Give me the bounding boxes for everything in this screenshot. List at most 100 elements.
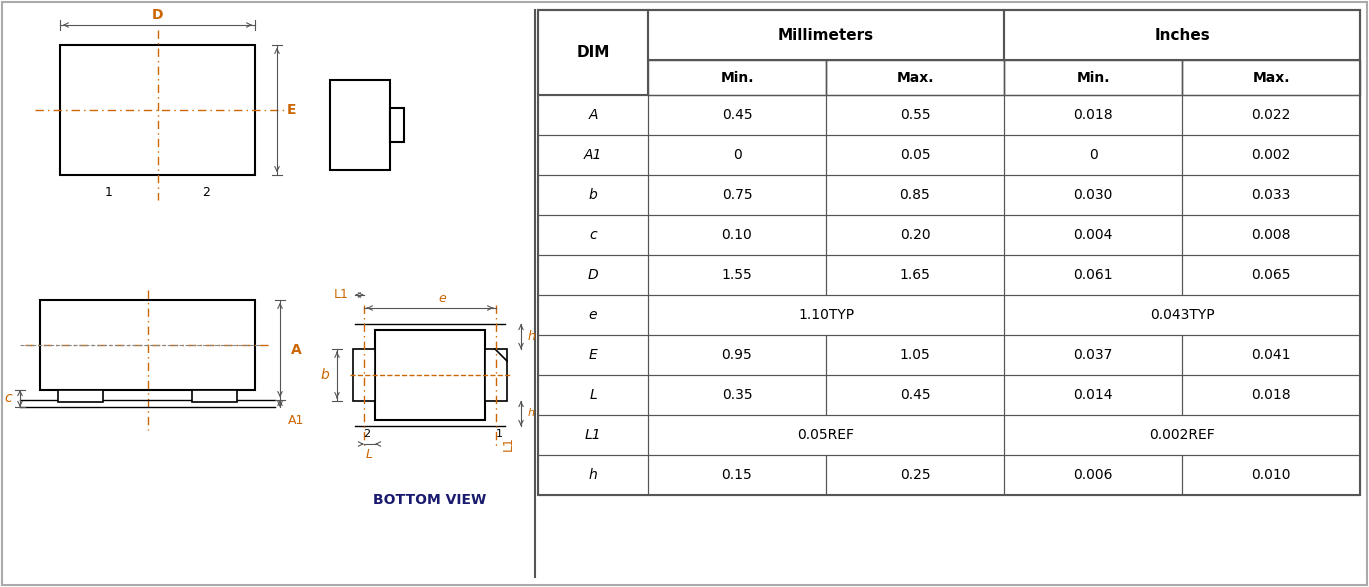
Bar <box>1003 60 1181 95</box>
Bar <box>826 375 1003 415</box>
Bar <box>538 335 1359 375</box>
Bar <box>538 455 1359 495</box>
Bar <box>538 215 648 255</box>
Text: A1: A1 <box>583 148 602 162</box>
Text: h: h <box>528 330 535 343</box>
Text: L1: L1 <box>501 437 515 451</box>
Bar <box>538 135 648 175</box>
Text: E: E <box>287 103 297 117</box>
Text: 0.55: 0.55 <box>899 108 931 122</box>
Text: 0.006: 0.006 <box>1073 468 1113 482</box>
Text: DIM: DIM <box>576 45 609 60</box>
Text: 0.85: 0.85 <box>899 188 931 202</box>
Text: 0.05REF: 0.05REF <box>798 428 854 442</box>
Text: 0.20: 0.20 <box>899 228 931 242</box>
Bar <box>648 60 1359 95</box>
Bar <box>353 349 375 401</box>
Bar <box>648 135 826 175</box>
Bar <box>485 349 507 401</box>
Bar <box>538 135 1359 175</box>
Text: L: L <box>366 448 372 461</box>
Bar <box>538 255 648 295</box>
Text: 2: 2 <box>203 187 211 200</box>
Bar <box>1181 335 1359 375</box>
Bar <box>1003 175 1181 215</box>
Bar <box>1181 375 1359 415</box>
Bar <box>826 175 1003 215</box>
Bar <box>1181 255 1359 295</box>
Bar <box>538 175 1359 215</box>
Bar <box>1003 215 1181 255</box>
Bar <box>648 455 826 495</box>
Bar <box>648 295 1003 335</box>
Text: e: e <box>438 292 446 305</box>
Bar <box>60 45 255 175</box>
Bar <box>648 215 826 255</box>
Bar <box>648 335 826 375</box>
Bar <box>1003 295 1359 335</box>
Bar <box>330 80 390 170</box>
Text: 0.25: 0.25 <box>899 468 931 482</box>
Text: Min.: Min. <box>720 70 754 85</box>
Bar <box>538 375 648 415</box>
Text: Millimeters: Millimeters <box>778 28 873 42</box>
Bar <box>648 255 826 295</box>
Text: 1.55: 1.55 <box>721 268 753 282</box>
Bar <box>1003 10 1359 60</box>
Bar <box>1181 95 1359 135</box>
Bar <box>538 10 1359 60</box>
Text: 0.05: 0.05 <box>899 148 931 162</box>
Bar <box>1003 95 1181 135</box>
Bar <box>826 215 1003 255</box>
Text: Max.: Max. <box>1253 70 1290 85</box>
Text: Min.: Min. <box>1076 70 1110 85</box>
Text: c: c <box>4 392 12 406</box>
Bar <box>1181 135 1359 175</box>
Bar <box>1003 455 1181 495</box>
Text: 0.004: 0.004 <box>1073 228 1113 242</box>
Text: 0.75: 0.75 <box>721 188 753 202</box>
Text: 0.018: 0.018 <box>1073 108 1113 122</box>
Text: 0.022: 0.022 <box>1251 108 1291 122</box>
Bar <box>826 135 1003 175</box>
Bar <box>826 60 1003 95</box>
Text: 0.030: 0.030 <box>1073 188 1113 202</box>
Bar <box>538 175 648 215</box>
Text: 0.008: 0.008 <box>1251 228 1291 242</box>
Bar <box>1181 215 1359 255</box>
Text: b: b <box>589 188 597 202</box>
Text: 0.45: 0.45 <box>721 108 753 122</box>
Text: 0.002: 0.002 <box>1251 148 1291 162</box>
Text: h: h <box>527 409 534 419</box>
Text: 0.002REF: 0.002REF <box>1149 428 1214 442</box>
Text: 0.018: 0.018 <box>1251 388 1291 402</box>
Bar <box>538 295 1359 335</box>
Text: 0.061: 0.061 <box>1073 268 1113 282</box>
Text: 0.037: 0.037 <box>1073 348 1113 362</box>
Bar <box>1181 175 1359 215</box>
Bar <box>538 375 1359 415</box>
Bar <box>1181 60 1359 95</box>
Bar <box>826 455 1003 495</box>
Bar <box>1003 415 1359 455</box>
Bar <box>826 255 1003 295</box>
Bar <box>648 415 1003 455</box>
Bar <box>57 390 103 402</box>
Bar <box>1003 335 1181 375</box>
Text: L1: L1 <box>334 288 349 302</box>
Text: A1: A1 <box>287 414 304 427</box>
Text: 0.033: 0.033 <box>1251 188 1291 202</box>
Bar <box>538 455 648 495</box>
Bar <box>826 95 1003 135</box>
Text: 0.065: 0.065 <box>1251 268 1291 282</box>
Bar <box>538 10 648 95</box>
Bar <box>538 10 1359 495</box>
Bar <box>375 330 485 420</box>
Text: 2: 2 <box>363 429 371 439</box>
Text: A: A <box>290 343 301 357</box>
Text: c: c <box>589 228 597 242</box>
Bar <box>1181 455 1359 495</box>
Text: 0: 0 <box>732 148 742 162</box>
Text: 0.10: 0.10 <box>721 228 753 242</box>
Text: D: D <box>152 8 163 22</box>
